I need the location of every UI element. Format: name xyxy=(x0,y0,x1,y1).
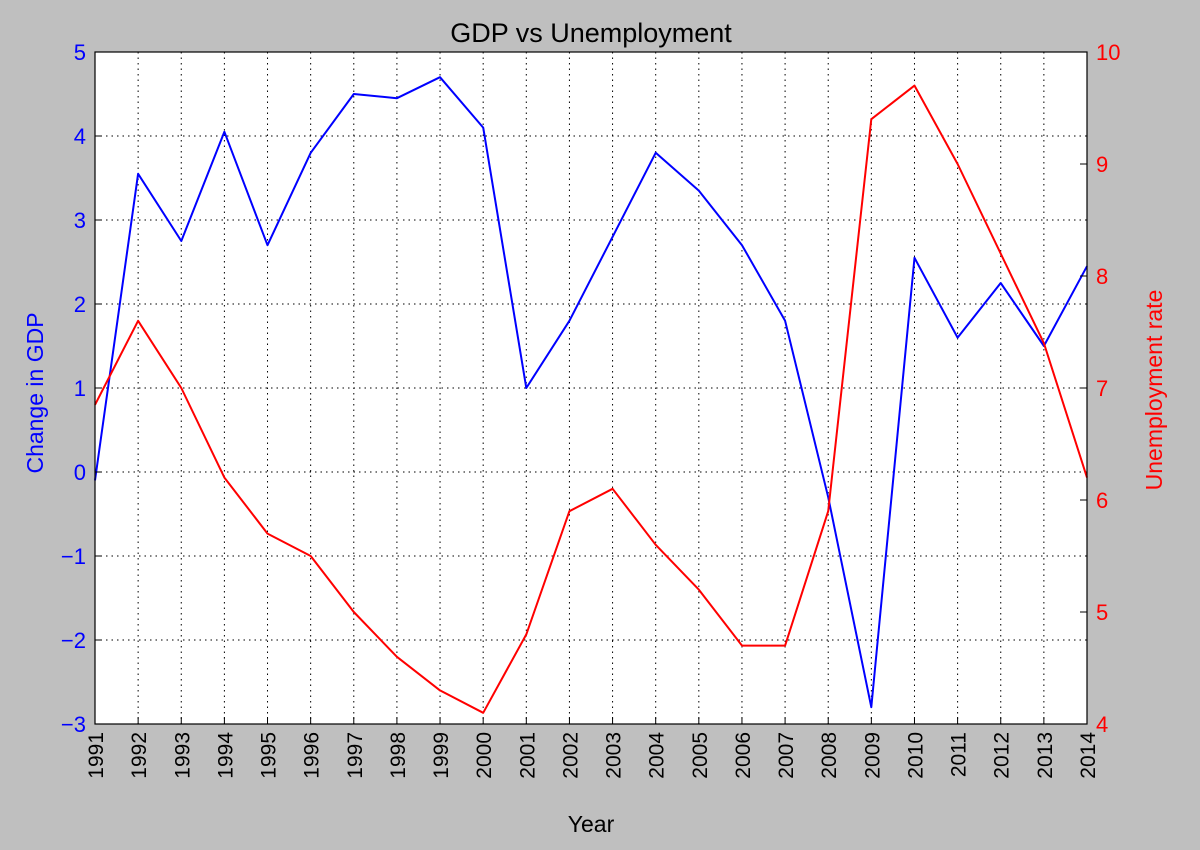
x-tick-label: 2007 xyxy=(775,732,798,779)
y-axis-right-label: Unemployment rate xyxy=(1141,290,1167,491)
x-tick-label: 2000 xyxy=(473,732,496,779)
series-layer xyxy=(94,76,1088,714)
x-tick-label: 1999 xyxy=(430,732,453,779)
gdp-change-line xyxy=(94,76,1088,709)
x-tick-label: 2014 xyxy=(1077,732,1100,779)
x-tick-label: 2012 xyxy=(991,732,1014,779)
axis-ticks: 1991 1992 1993 1994 1995 1996 1997 1998 1999 2000… xyxy=(61,40,1121,779)
x-axis-label: Year xyxy=(568,811,615,837)
x-tick-label: 2006 xyxy=(732,732,755,779)
x-tick-label: 1997 xyxy=(344,732,367,779)
x-tick-label: 1991 xyxy=(85,732,108,779)
unemployment-rate-line xyxy=(94,84,1088,714)
y-right-tick-label: 9 xyxy=(1096,152,1108,177)
y-left-tick-label: 5 xyxy=(74,40,86,65)
y-right-tick-label: 8 xyxy=(1096,264,1108,289)
grid xyxy=(95,52,1087,724)
y-left-tick-label: 3 xyxy=(74,208,86,233)
x-tick-label: 2004 xyxy=(646,732,669,779)
y-left-tick-label: −1 xyxy=(61,544,86,569)
x-tick-label: 2001 xyxy=(516,732,539,779)
x-tick-label: 2011 xyxy=(948,732,971,777)
x-tick-label: 1992 xyxy=(128,732,151,779)
y-left-tick-label: −3 xyxy=(61,712,86,737)
x-tick-label: 1994 xyxy=(214,732,237,779)
x-tick-label: 1995 xyxy=(258,732,281,779)
y-left-tick-label: 1 xyxy=(74,376,86,401)
y-left-tick-label: 2 xyxy=(74,292,86,317)
x-tick-label: 2010 xyxy=(904,732,927,779)
x-tick-label: 2005 xyxy=(689,732,712,779)
y-left-tick-label: 0 xyxy=(74,460,86,485)
y-right-tick-label: 4 xyxy=(1096,712,1108,737)
y-right-tick-label: 6 xyxy=(1096,488,1108,513)
x-tick-label: 1993 xyxy=(171,732,194,779)
y-right-tick-label: 10 xyxy=(1096,40,1120,65)
x-tick-label: 2013 xyxy=(1034,732,1057,779)
y-left-tick-label: 4 xyxy=(74,124,86,149)
x-tick-label: 1998 xyxy=(387,732,410,779)
chart-title: GDP vs Unemployment xyxy=(450,18,732,48)
x-tick-label: 2008 xyxy=(818,732,841,779)
y-right-tick-label: 5 xyxy=(1096,600,1108,625)
y-right-tick-label: 7 xyxy=(1096,376,1108,401)
y-axis-left-label: Change in GDP xyxy=(22,312,48,473)
x-tick-label: 2002 xyxy=(559,732,582,779)
x-tick-label: 2003 xyxy=(603,732,626,779)
x-tick-label: 2009 xyxy=(861,732,884,779)
y-left-tick-label: −2 xyxy=(61,628,86,653)
x-tick-label: 1996 xyxy=(301,732,324,779)
